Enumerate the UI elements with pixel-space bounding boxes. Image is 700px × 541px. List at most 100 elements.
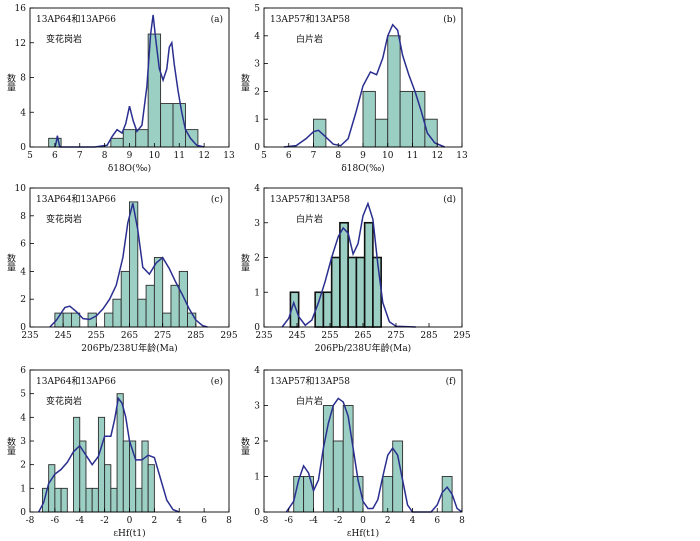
histogram-bar (73, 416, 81, 513)
x-tick-label: -2 (334, 516, 343, 526)
x-axis-label: εHf(t1) (347, 528, 379, 539)
histogram-bar (363, 221, 374, 328)
histogram-bar (382, 476, 394, 513)
x-tick-label: 13 (456, 151, 468, 161)
histogram-bar (153, 257, 164, 328)
histogram-bar (137, 298, 147, 328)
panel-label: (f) (446, 376, 456, 387)
y-tick-label: 0 (20, 323, 26, 333)
histogram-bar (178, 270, 188, 328)
histogram-bar (170, 284, 180, 328)
x-tick-label: -8 (260, 516, 269, 526)
y-tick-label: 2 (254, 87, 260, 97)
y-tick-label: 4 (20, 413, 26, 423)
x-axis-label: δ18O(‰) (108, 163, 151, 174)
x-tick-label: 235 (255, 331, 272, 341)
y-tick-label: 0 (254, 508, 260, 518)
x-tick-label: -4 (309, 516, 318, 526)
y-axis-label: 数量 (5, 252, 16, 271)
rock-type-label: 白片岩 (296, 213, 323, 225)
x-tick-label: 255 (88, 331, 105, 341)
y-tick-label: 1 (254, 115, 260, 125)
histogram-bar (62, 312, 72, 328)
y-axis-label: 数量 (239, 252, 250, 271)
density-curve (49, 203, 208, 328)
histogram-bar (187, 312, 197, 328)
x-tick-label: 265 (354, 331, 371, 341)
y-tick-label: 6 (20, 240, 26, 250)
x-tick-label: 4 (176, 516, 182, 526)
histogram-bar (104, 464, 112, 513)
y-tick-label: 10 (15, 184, 27, 194)
x-tick-label: 8 (102, 151, 108, 161)
rock-type-label: 白片岩 (296, 395, 323, 407)
histogram-bar (392, 440, 404, 513)
x-tick-label: 9 (127, 151, 133, 161)
histogram-bar (355, 256, 366, 328)
histogram-bar (313, 118, 327, 148)
chart-panel-a: 5 6 7 8 9 10 11 12 13 0 4 8 12 16 数量 δ18O(‰) (a) 13AP64和1… (5, 4, 235, 174)
y-tick-label: 5 (20, 390, 26, 400)
y-tick-label: 12 (15, 39, 26, 49)
y-tick-label: 1 (254, 473, 260, 483)
x-tick-label: 10 (382, 151, 394, 161)
histogram-bar (48, 464, 56, 513)
histogram-bar (116, 393, 124, 513)
histogram-bar (120, 270, 130, 328)
histogram-bar (147, 464, 155, 513)
panel-label: (c) (211, 194, 223, 205)
x-tick-label: 4 (410, 516, 416, 526)
sample-label: 13AP64和13AP66 (36, 14, 116, 25)
y-tick-label: 1 (20, 484, 26, 494)
x-tick-label: 6 (201, 516, 207, 526)
x-axis-label: εHf(t1) (113, 528, 145, 539)
x-tick-label: 5 (27, 151, 33, 161)
histogram-bar (104, 312, 114, 328)
histogram-bar (347, 256, 358, 328)
sample-label: 13AP57和13AP58 (270, 194, 350, 205)
y-tick-label: 4 (254, 366, 260, 376)
x-tick-label: -6 (284, 516, 293, 526)
chart-panel-c: 235 245 255 265 275 285 295 0 2 4 6 8 10 数量 206Pb/238U… (5, 184, 238, 354)
x-tick-label: -2 (100, 516, 109, 526)
histogram-bar (85, 487, 93, 513)
y-tick-label: 3 (254, 60, 260, 70)
x-tick-label: 8 (335, 151, 341, 161)
histogram-bar (330, 256, 341, 328)
y-tick-label: 2 (20, 461, 26, 471)
x-tick-label: 2 (152, 516, 158, 526)
histogram-bar (71, 312, 81, 328)
sample-label: 13AP64和13AP66 (36, 376, 116, 387)
y-tick-label: 8 (20, 74, 26, 84)
x-tick-label: 9 (360, 151, 366, 161)
y-tick-label: 3 (254, 219, 260, 229)
histogram-bar (342, 405, 354, 513)
histogram-bar (303, 476, 314, 513)
x-tick-label: 285 (187, 331, 204, 341)
y-tick-label: 8 (20, 212, 26, 222)
x-tick-label: 11 (407, 151, 418, 161)
sample-label: 13AP64和13AP66 (36, 194, 116, 205)
x-tick-label: 10 (149, 151, 161, 161)
y-axis-label: 数量 (5, 436, 16, 455)
histogram-bar (441, 476, 453, 513)
chart-panel-e: -8 -6 -4 -2 0 2 4 6 8 0 1 2 3 4 5 6 数量 εHf(t1) (e) 13AP64和1… (5, 366, 232, 539)
histogram-bar (160, 103, 174, 148)
x-tick-label: 2 (385, 516, 391, 526)
density-curve (285, 397, 463, 513)
histogram-bar (135, 487, 143, 513)
panel-label: (e) (211, 376, 223, 387)
x-tick-label: 13 (223, 151, 235, 161)
sample-label: 13AP57和13AP58 (270, 376, 350, 387)
x-tick-label: 8 (226, 516, 232, 526)
density-curve (281, 201, 416, 328)
histogram-bar (110, 137, 124, 148)
x-axis-label: δ18O(‰) (341, 163, 384, 174)
x-tick-label: 235 (21, 331, 38, 341)
density-curve (38, 396, 180, 513)
x-tick-label: 5 (261, 151, 267, 161)
x-tick-label: 12 (198, 151, 209, 161)
chart-panel-f: -8 -6 -4 -2 0 2 4 6 8 0 1 2 3 4 数量 εHf(t1) (f) 13AP57和13A… (239, 366, 465, 539)
histogram-bar (135, 129, 149, 148)
